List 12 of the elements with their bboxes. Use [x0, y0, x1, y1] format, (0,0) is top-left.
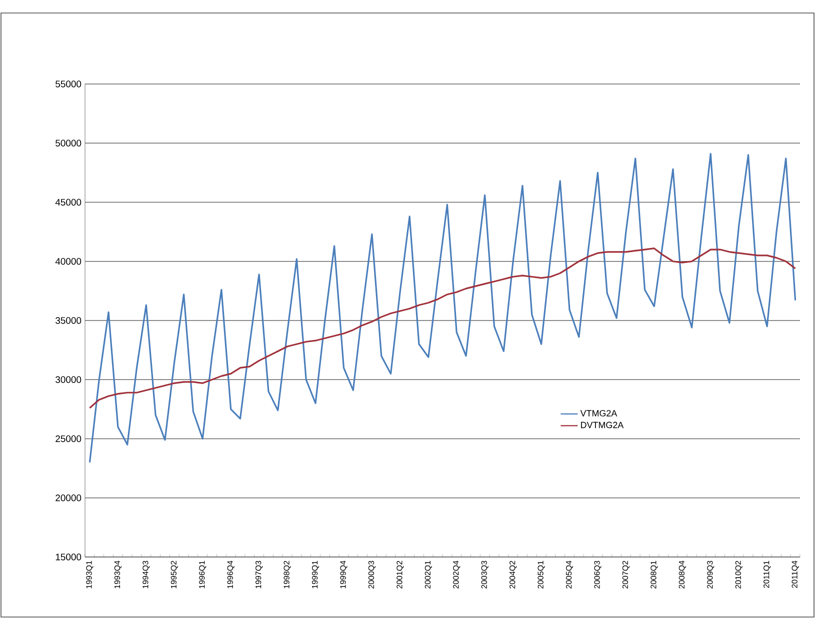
y-tick-label: 55000 — [56, 80, 82, 88]
legend-label: VTMG2A — [580, 410, 618, 416]
y-tick-label: 30000 — [56, 376, 82, 383]
line-series — [88, 152, 796, 464]
y-tick-label: 20000 — [56, 494, 82, 502]
y-tick-label: 25000 — [56, 435, 82, 442]
y-tick-label: 35000 — [56, 317, 82, 324]
y-tick-label: 50000 — [56, 140, 82, 146]
y-tick-label: 45000 — [55, 198, 82, 206]
legend-label: DVTMG2A — [581, 422, 624, 428]
y-tick-label: 40000 — [55, 258, 82, 265]
y-tick-label: 15000 — [56, 554, 82, 560]
